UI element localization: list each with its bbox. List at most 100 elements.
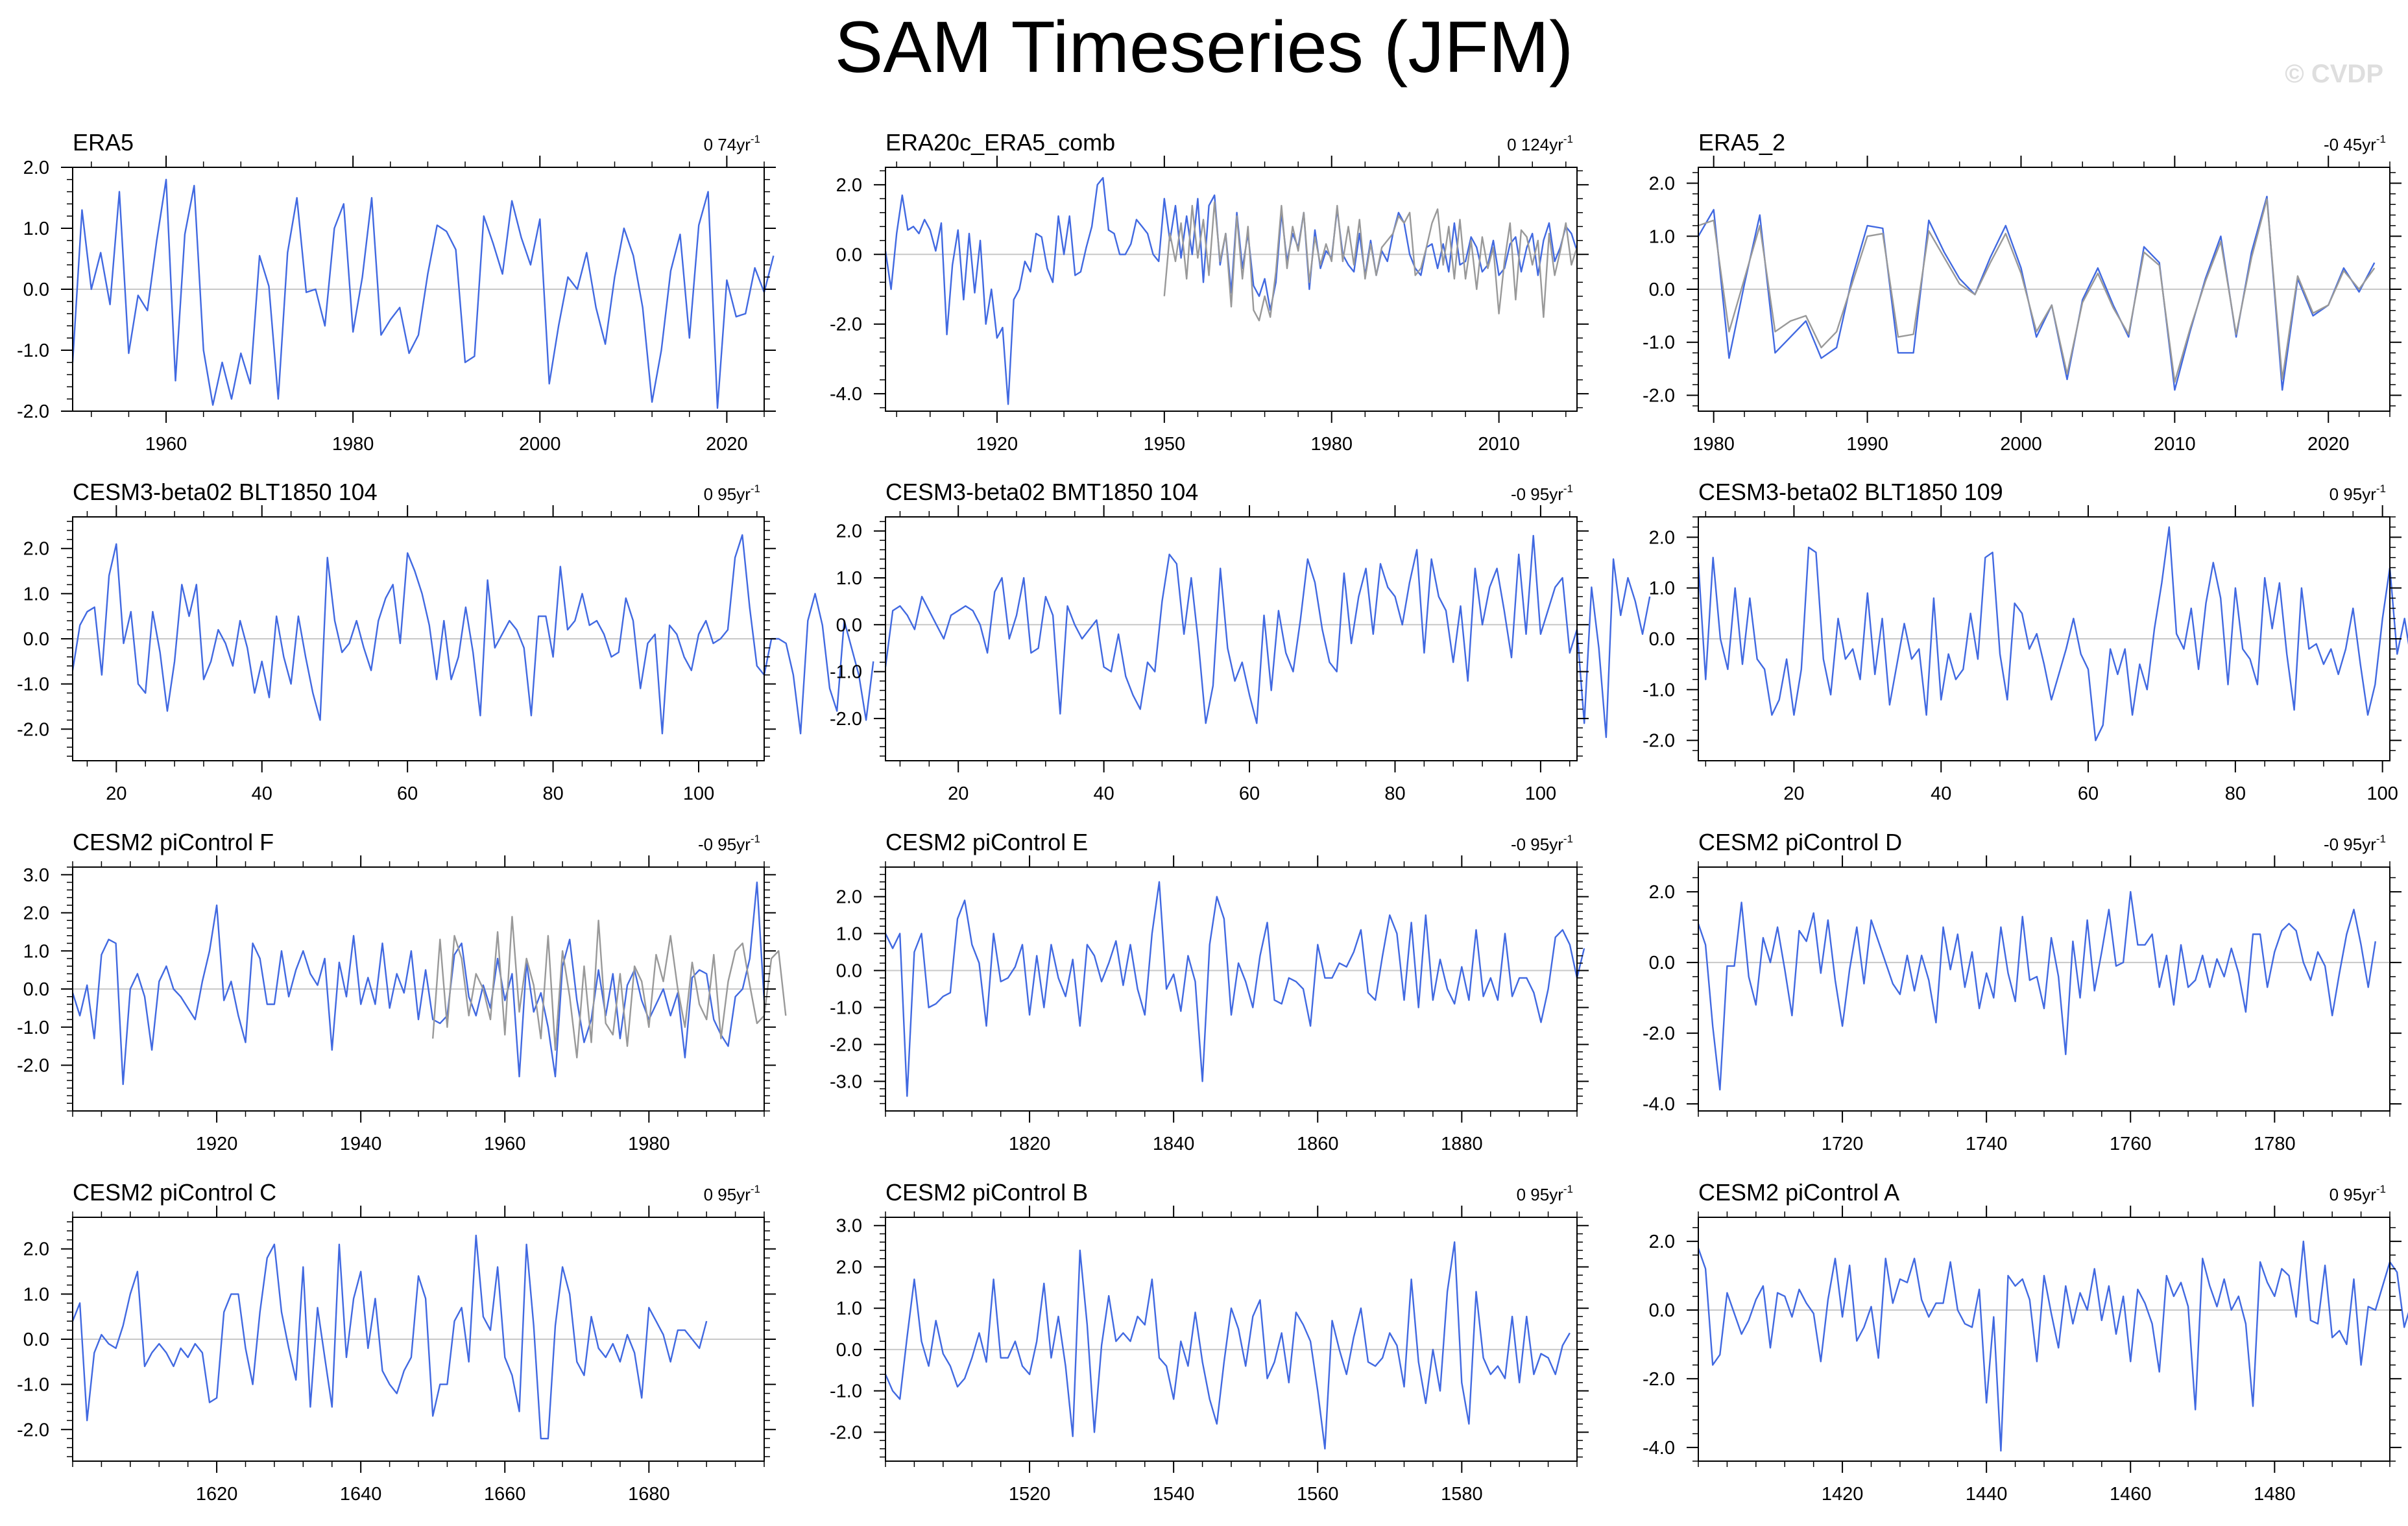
y-tick-label: 0.0 xyxy=(23,280,49,300)
x-tick-label: 1840 xyxy=(1153,1134,1195,1154)
panel-title: ERA20c_ERA5_comb xyxy=(885,129,1115,156)
x-tick-label: 20 xyxy=(1783,783,1804,804)
panel-0: ERA5 0 74yr-1 1960 1980 2000 2020 2.0 1.0 0.0 -1.… xyxy=(17,129,776,455)
panel-10: CESM2 piControl B 0 95yr-1 1520 1540 1560 158… xyxy=(830,1179,1589,1505)
trend-value: -0 95yr xyxy=(2324,835,2376,854)
y-tick-label: -1.0 xyxy=(17,674,49,695)
trend-value: 0 95yr xyxy=(1517,1185,1564,1204)
y-tick-label: -1.0 xyxy=(830,1381,862,1402)
trend-value: 0 95yr xyxy=(704,1185,751,1204)
x-tick-label: 1620 xyxy=(196,1484,238,1505)
y-tick-label: -2.0 xyxy=(17,401,49,422)
y-tick-label: 3.0 xyxy=(836,1216,862,1237)
panel-7: CESM2 piControl E -0 95yr-1 1820 1840 1860 18… xyxy=(830,829,1589,1154)
x-tick-label: 1460 xyxy=(2110,1484,2152,1505)
x-tick-label: 1980 xyxy=(628,1134,670,1154)
y-tick-label: -1.0 xyxy=(17,340,49,361)
panel-title: CESM3-beta02 BLT1850 104 xyxy=(73,479,378,505)
x-tick-label: 1940 xyxy=(340,1134,382,1154)
y-tick-label: -2.0 xyxy=(830,315,862,335)
panel-title: CESM3-beta02 BMT1850 104 xyxy=(885,479,1198,505)
y-tick-label: -2.0 xyxy=(1643,731,1675,752)
x-tick-label: 1980 xyxy=(1310,434,1353,455)
x-tick-label: 1480 xyxy=(2254,1484,2296,1505)
panel-title: CESM2 piControl E xyxy=(885,829,1088,855)
y-tick-label: 2.0 xyxy=(23,539,49,560)
series-line-secondary xyxy=(1163,201,1578,322)
x-tick-label: 1520 xyxy=(1009,1484,1051,1505)
y-tick-label: -2.0 xyxy=(17,1420,49,1440)
x-tick-label: 1980 xyxy=(332,434,374,455)
x-tick-label: 1560 xyxy=(1297,1484,1339,1505)
y-tick-label: 0.0 xyxy=(23,629,49,650)
trend-label: 0 95yr-1 xyxy=(704,1183,760,1204)
x-tick-label: 60 xyxy=(397,783,418,804)
y-tick-label: 0.0 xyxy=(23,1329,49,1350)
y-tick-label: 0.0 xyxy=(836,615,862,636)
x-tick-label: 1420 xyxy=(1822,1484,1864,1505)
y-tick-label: -2.0 xyxy=(17,719,49,740)
y-tick-label: -2.0 xyxy=(1643,385,1675,406)
x-tick-label: 1820 xyxy=(1009,1134,1051,1154)
y-tick-label: -4.0 xyxy=(1643,1094,1675,1115)
trend-exponent: -1 xyxy=(2376,483,2386,495)
panel-8: CESM2 piControl D -0 95yr-1 1720 1740 1760 17… xyxy=(1643,829,2402,1154)
x-tick-label: 80 xyxy=(2225,783,2246,804)
y-tick-label: 1.0 xyxy=(23,941,49,962)
y-tick-label: 1.0 xyxy=(1649,578,1675,599)
x-tick-label: 60 xyxy=(1239,783,1260,804)
panel-6: CESM2 piControl F -0 95yr-1 1920 1940 1960 19… xyxy=(17,829,787,1154)
y-tick-label: -2.0 xyxy=(17,1056,49,1077)
x-tick-label: 1680 xyxy=(628,1484,670,1505)
y-tick-label: -2.0 xyxy=(830,1422,862,1443)
trend-exponent: -1 xyxy=(2376,133,2386,145)
panel-title: CESM2 piControl A xyxy=(1698,1179,1899,1206)
panel-2: ERA5_2 -0 45yr-1 1980 1990 2000 2010 2020 2.0 1.… xyxy=(1643,129,2402,455)
x-tick-label: 40 xyxy=(1093,783,1114,804)
y-tick-label: 2.0 xyxy=(836,521,862,542)
trend-label: -0 95yr-1 xyxy=(2324,833,2386,854)
y-tick-label: -2.0 xyxy=(1643,1369,1675,1390)
trend-exponent: -1 xyxy=(1563,133,1573,145)
y-tick-label: 0.0 xyxy=(836,1340,862,1361)
trend-exponent: -1 xyxy=(1563,833,1573,845)
y-tick-label: -1.0 xyxy=(830,662,862,683)
trend-value: 0 95yr xyxy=(704,484,751,504)
y-tick-label: 1.0 xyxy=(23,1284,49,1305)
x-tick-label: 1860 xyxy=(1297,1134,1339,1154)
x-tick-label: 1950 xyxy=(1144,434,1186,455)
x-tick-label: 80 xyxy=(542,783,563,804)
series-line-primary xyxy=(1697,890,2376,1091)
trend-label: -0 95yr-1 xyxy=(1511,833,1573,854)
trend-label: -0 45yr-1 xyxy=(2324,133,2386,154)
series-line-primary xyxy=(884,881,1585,1097)
y-tick-label: 1.0 xyxy=(23,584,49,604)
cvdp-watermark: © CVDP xyxy=(2285,60,2383,88)
y-tick-label: 1.0 xyxy=(836,568,862,589)
trend-label: 0 95yr-1 xyxy=(2330,1183,2386,1204)
series-line-primary xyxy=(1697,1240,2408,1452)
panel-4: CESM3-beta02 BMT1850 104 -0 95yr-1 20 40 60 8… xyxy=(830,479,1651,804)
y-tick-label: 2.0 xyxy=(1649,882,1675,903)
y-tick-label: 0.0 xyxy=(1649,629,1675,650)
x-tick-label: 1740 xyxy=(1966,1134,2008,1154)
y-tick-label: 0.0 xyxy=(23,979,49,1000)
x-tick-label: 1720 xyxy=(1822,1134,1864,1154)
trend-exponent: -1 xyxy=(2376,833,2386,845)
y-tick-label: 2.0 xyxy=(23,1239,49,1260)
y-tick-label: 2.0 xyxy=(1649,1232,1675,1252)
y-tick-label: 0.0 xyxy=(1649,280,1675,300)
trend-value: 0 124yr xyxy=(1507,135,1563,154)
y-tick-label: -1.0 xyxy=(17,1018,49,1038)
y-tick-label: 2.0 xyxy=(23,158,49,178)
plot-frame xyxy=(885,516,1578,761)
trend-label: 0 95yr-1 xyxy=(2330,483,2386,504)
trend-value: -0 95yr xyxy=(698,835,751,854)
y-tick-label: 0.0 xyxy=(836,961,862,982)
y-tick-label: 2.0 xyxy=(23,903,49,924)
x-tick-label: 20 xyxy=(948,783,969,804)
trend-label: 0 74yr-1 xyxy=(704,133,760,154)
series-line-primary xyxy=(884,534,1651,739)
x-tick-label: 1990 xyxy=(1846,434,1888,455)
y-tick-label: -2.0 xyxy=(830,709,862,730)
